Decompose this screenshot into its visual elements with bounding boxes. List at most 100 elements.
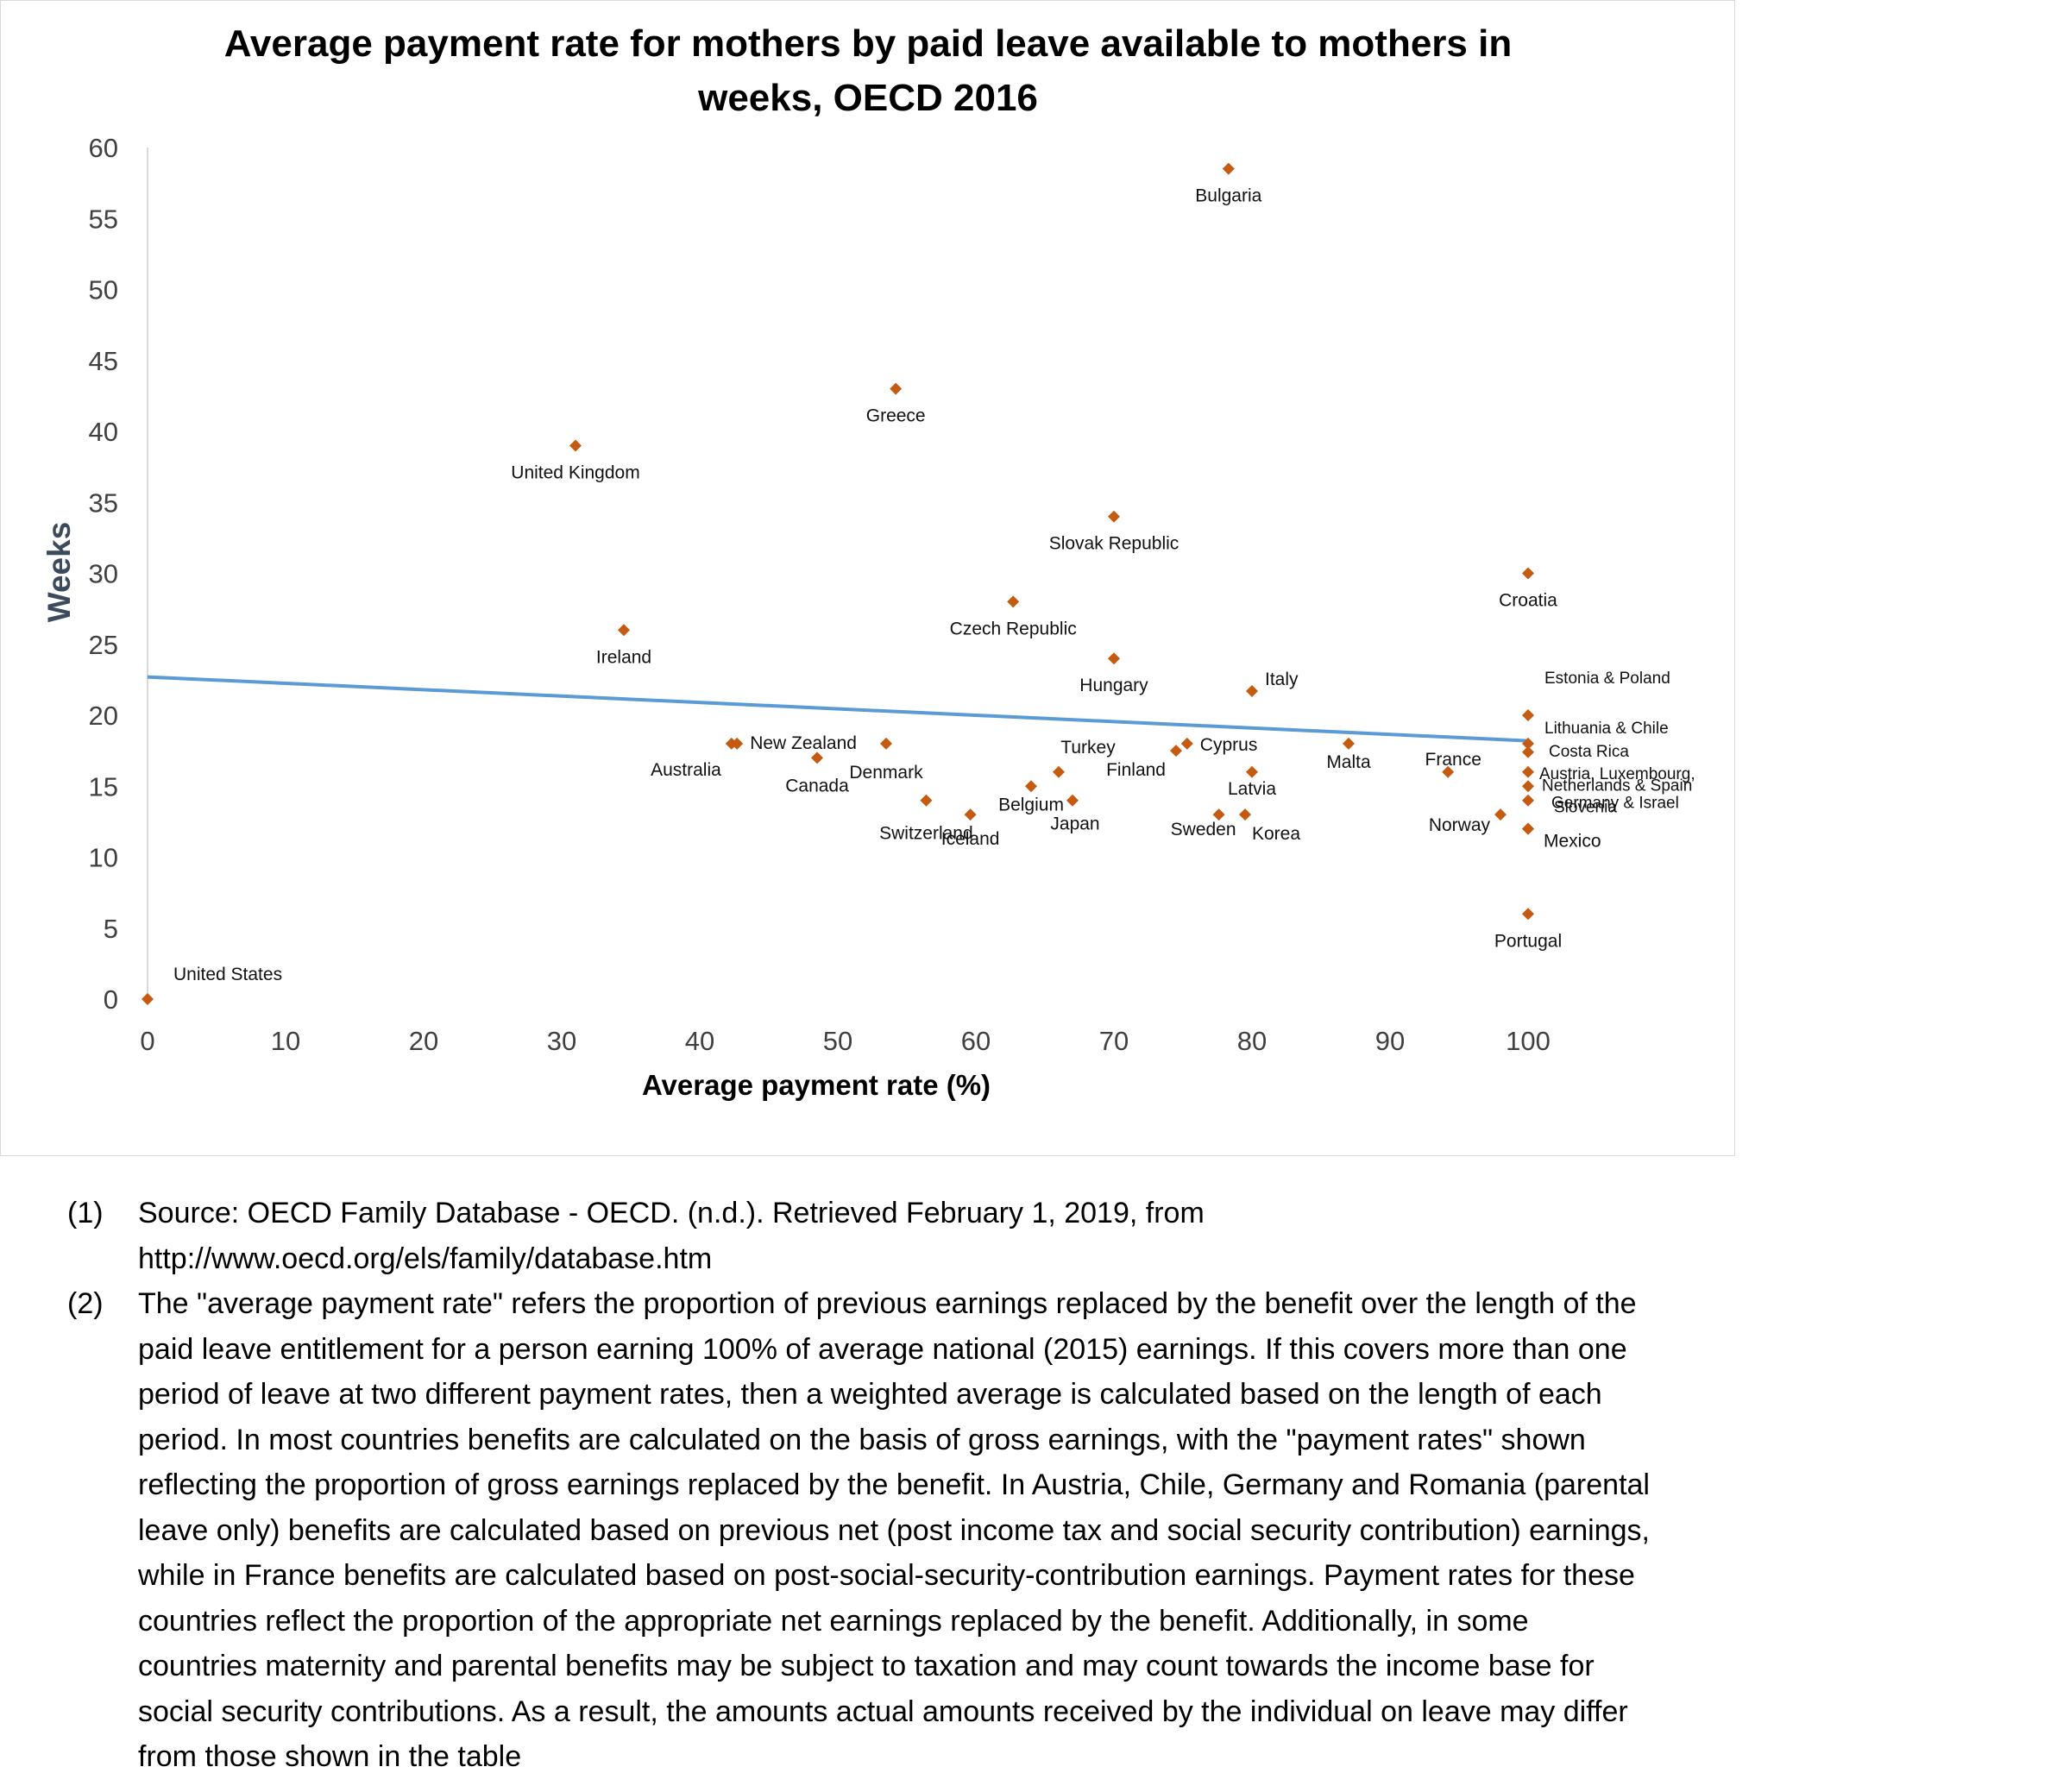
footnote-line: social security contributions. As a resu… — [138, 1695, 1628, 1728]
data-point — [1522, 822, 1534, 835]
footnote-1: (1) Source: OECD Family Database - OECD.… — [67, 1191, 2009, 1281]
data-point — [1007, 595, 1020, 608]
point-label: New Zealand — [750, 733, 857, 753]
point-label: Slovenia — [1554, 799, 1617, 817]
chart-title-line-1: Average payment rate for mothers by paid… — [224, 22, 1512, 65]
trendline — [147, 675, 1529, 743]
y-tick-label: 15 — [89, 771, 118, 802]
point-label: Czech Republic — [950, 619, 1077, 638]
data-point — [618, 624, 630, 637]
point-label: Sweden — [1171, 820, 1236, 839]
point-label: Estonia & Poland — [1544, 670, 1670, 688]
data-point — [1222, 162, 1235, 175]
x-tick-label: 0 — [140, 1026, 154, 1056]
point-label: Norway — [1429, 815, 1491, 835]
y-tick-label: 25 — [89, 630, 118, 660]
y-tick-label: 55 — [89, 204, 118, 234]
point-label: Iceland — [941, 829, 1000, 849]
footnote-line: countries reflect the proportion of the … — [138, 1604, 1529, 1638]
data-point — [964, 808, 977, 821]
footnote-text: The "average payment rate" refers the pr… — [138, 1281, 2009, 1780]
point-label: Finland — [1106, 760, 1166, 780]
data-point — [880, 737, 892, 750]
point-label: Turkey — [1060, 738, 1116, 758]
x-axis-title: Average payment rate (%) — [642, 1069, 991, 1101]
x-tick-label: 20 — [409, 1026, 438, 1056]
x-tick-label: 100 — [1506, 1026, 1551, 1056]
point-label: Mexico — [1544, 832, 1601, 852]
footnote-line: period of leave at two different payment… — [138, 1378, 1602, 1411]
data-point — [1343, 737, 1355, 750]
y-tick-label: 35 — [89, 487, 118, 518]
data-point — [890, 382, 903, 395]
data-point — [1212, 808, 1225, 821]
y-tick-labels: 0 5 10 15 20 25 30 35 40 45 50 55 60 — [89, 133, 118, 1015]
footnote-line: leave only) benefits are calculated base… — [138, 1513, 1650, 1547]
data-point — [1442, 765, 1455, 778]
point-label: Latvia — [1228, 779, 1276, 799]
data-point — [1494, 808, 1507, 821]
point-label: Cyprus — [1200, 735, 1258, 755]
data-point — [1066, 794, 1079, 807]
y-tick-label: 40 — [89, 417, 118, 447]
y-tick-label: 20 — [89, 701, 118, 731]
point-label: Austria, Luxembourg, — [1539, 765, 1695, 783]
data-point — [920, 794, 933, 807]
data-point — [1239, 808, 1251, 821]
point-label: Portugal — [1494, 931, 1562, 951]
y-tick-label: 5 — [104, 914, 118, 944]
footnotes: (1) Source: OECD Family Database - OECD.… — [67, 1191, 2009, 1780]
footnote-text: Source: OECD Family Database - OECD. (n.… — [138, 1191, 2009, 1281]
data-point — [1180, 737, 1193, 750]
y-axis-title: Weeks — [41, 522, 77, 623]
data-point — [142, 993, 154, 1005]
y-tick-label: 60 — [89, 133, 118, 163]
point-label: United Kingdom — [511, 462, 639, 482]
x-tick-label: 70 — [1099, 1026, 1129, 1056]
point-label: Bulgaria — [1195, 186, 1261, 206]
data-point — [1522, 908, 1534, 921]
data-points — [142, 162, 1534, 1005]
point-label: Slovak Republic — [1049, 534, 1179, 554]
data-point — [1522, 794, 1534, 807]
x-tick-label: 30 — [547, 1026, 576, 1056]
point-label: Japan — [1050, 814, 1099, 834]
x-tick-labels: 0 10 20 30 40 50 60 70 80 90 100 — [140, 1026, 1550, 1056]
point-label: Greece — [866, 406, 926, 426]
y-tick-label: 0 — [104, 984, 118, 1015]
point-label: Australia — [651, 760, 721, 780]
data-point — [1108, 510, 1120, 523]
data-point — [1053, 765, 1065, 778]
data-point — [1108, 652, 1120, 665]
data-point — [1246, 685, 1258, 698]
x-tick-label: 60 — [961, 1026, 991, 1056]
scatter-chart: Average payment rate for mothers by paid… — [41, 22, 1695, 1101]
data-point — [1522, 745, 1534, 758]
data-point — [1522, 765, 1534, 778]
footnote-line: from those shown in the table — [138, 1740, 522, 1773]
data-point — [1522, 567, 1534, 580]
point-label: Ireland — [596, 647, 651, 667]
footnote-number: (2) — [67, 1287, 104, 1320]
point-label: Malta — [1326, 752, 1371, 772]
footnote-line: Source: OECD Family Database - OECD. (n.… — [138, 1197, 1205, 1229]
footnote-2: (2) The "average payment rate" refers th… — [67, 1281, 2009, 1780]
point-label: Denmark — [849, 763, 923, 783]
point-label: Switzerland — [879, 824, 973, 844]
footnote-line: The "average payment rate" refers the pr… — [138, 1287, 1637, 1320]
y-tick-label: 50 — [89, 275, 118, 305]
point-label: Netherlands & Spain — [1542, 777, 1692, 795]
point-label: France — [1425, 750, 1481, 770]
x-tick-label: 80 — [1237, 1026, 1267, 1056]
x-tick-label: 40 — [685, 1026, 714, 1056]
footnote-line: period. In most countries benefits are c… — [138, 1423, 1586, 1456]
x-tick-label: 50 — [823, 1026, 852, 1056]
footnote-line: while in France benefits are calculated … — [138, 1559, 1635, 1592]
point-label: Croatia — [1499, 591, 1557, 611]
data-point — [731, 737, 744, 750]
data-point — [1170, 745, 1182, 758]
footnote-line: http://www.oecd.org/els/family/database.… — [138, 1242, 713, 1275]
point-labels: United States United Kingdom Ireland Austra… — [173, 186, 1695, 984]
footnote-line: paid leave entitlement for a person earn… — [138, 1332, 1627, 1366]
data-point — [1522, 709, 1534, 721]
